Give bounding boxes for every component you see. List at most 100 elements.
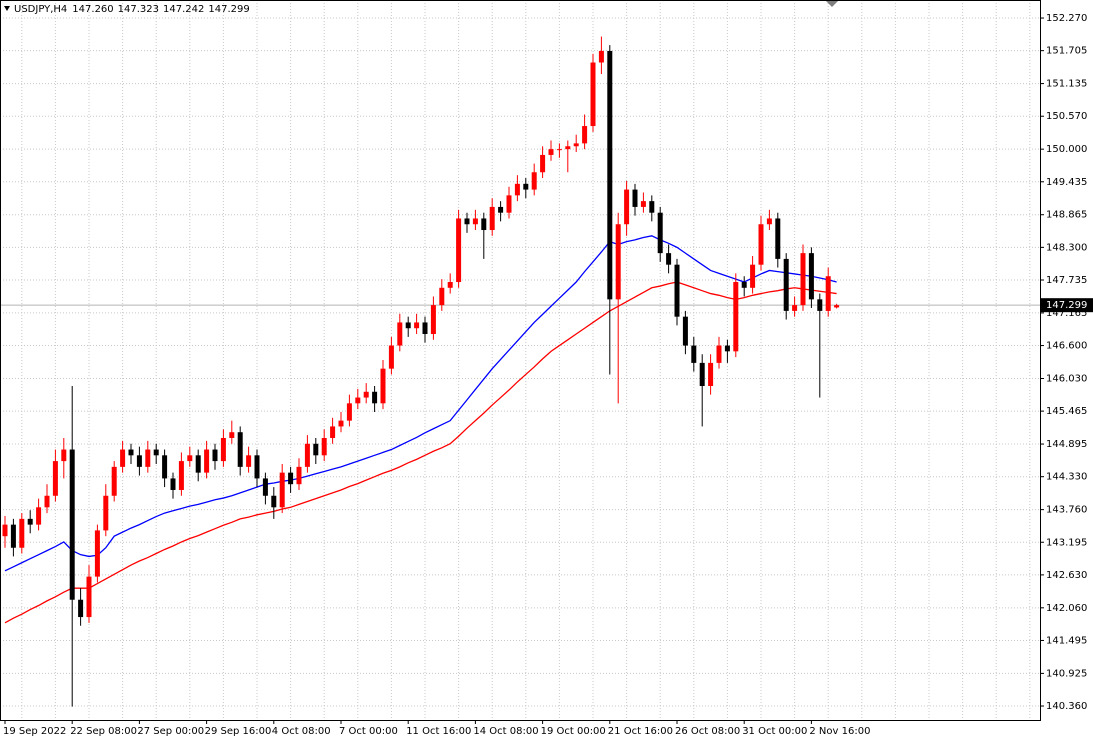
candle-body: [69, 449, 75, 600]
candle-body: [682, 316, 688, 346]
candle-body: [304, 443, 310, 467]
candle-body: [414, 322, 420, 329]
y-tick-label: 141.495: [1046, 635, 1087, 646]
candle-body: [36, 507, 42, 525]
candle-body: [111, 466, 117, 496]
candle-body: [800, 253, 806, 306]
x-tick-label: 7 Oct 00:00: [339, 726, 398, 737]
candle-body: [363, 391, 369, 398]
candle-body: [825, 276, 831, 311]
candle-body: [229, 432, 235, 438]
candle-body: [699, 362, 705, 386]
x-tick-label: 21 Oct 16:00: [608, 726, 673, 737]
candle-body: [195, 455, 201, 473]
candle-body: [380, 368, 386, 404]
x-tick-label: 2 Nov 16:00: [809, 726, 870, 737]
candle-body: [708, 362, 714, 386]
candle-body: [430, 305, 436, 335]
candle-body: [758, 224, 764, 265]
candle-body: [162, 455, 168, 479]
candles: [2, 36, 840, 707]
candle-body: [540, 154, 546, 173]
candle-body: [271, 495, 277, 508]
candle-body: [716, 345, 722, 363]
x-tick-label: 29 Sep 16:00: [205, 726, 272, 737]
candle-body: [27, 518, 33, 525]
y-tick-label: 148.300: [1046, 242, 1087, 253]
candle-body: [153, 449, 159, 456]
shift-marker[interactable]: [826, 1, 838, 7]
candle-body: [313, 443, 319, 456]
candle-body: [556, 149, 562, 151]
candle-body: [19, 518, 25, 548]
candle-body: [649, 201, 655, 213]
candle-body: [817, 299, 823, 311]
candle-body: [330, 426, 336, 438]
x-tick-label: 14 Oct 08:00: [473, 726, 538, 737]
y-tick-label: 152.270: [1046, 13, 1087, 24]
candle-body: [834, 305, 840, 308]
candle-body: [666, 253, 672, 265]
candle-body: [170, 478, 176, 490]
x-tick-label: 19 Oct 00:00: [541, 726, 606, 737]
y-tick-label: 140.360: [1046, 701, 1087, 712]
candle-body: [456, 218, 462, 283]
candle-body: [607, 50, 613, 300]
candle-body: [128, 449, 134, 456]
candle-body: [86, 576, 92, 618]
candle-body: [598, 50, 604, 63]
price-open: 147.260: [72, 4, 113, 15]
y-tick-label: 146.030: [1046, 373, 1087, 384]
candle-body: [498, 206, 504, 213]
candle-body: [10, 524, 16, 548]
candle-body: [615, 224, 621, 300]
chart-header: USDJPY,H4 147.260 147.323 147.242 147.299: [14, 4, 250, 15]
candle-body: [632, 189, 638, 207]
price-close: 147.299: [208, 4, 249, 15]
current-price-box: [1041, 298, 1093, 313]
y-tick-label: 144.895: [1046, 439, 1087, 450]
candle-body: [506, 195, 512, 213]
plot-border: [0, 0, 1041, 721]
candle-body: [44, 495, 50, 508]
candle-body: [405, 322, 411, 329]
candle-body: [262, 478, 268, 496]
candle-body: [582, 126, 588, 144]
candle-body: [204, 449, 210, 473]
candle-body: [346, 403, 352, 421]
candle-body: [212, 449, 218, 462]
candle-body: [338, 420, 344, 427]
candle-body: [372, 391, 378, 404]
candle-body: [321, 437, 327, 456]
moving-average: [4, 281, 837, 624]
x-tick-label: 19 Sep 2022: [3, 726, 66, 737]
candle-body: [531, 172, 537, 190]
candle-body: [136, 455, 142, 467]
candle-body: [464, 218, 470, 225]
x-tick-label: 11 Oct 16:00: [406, 726, 471, 737]
candle-body: [514, 183, 520, 196]
candle-body: [94, 530, 100, 577]
candle-body: [355, 397, 361, 404]
candle-body: [624, 189, 630, 225]
y-tick-label: 148.865: [1046, 210, 1087, 221]
symbol: USDJPY,H4: [14, 4, 67, 15]
candle-body: [523, 183, 529, 190]
moving-average: [4, 235, 837, 572]
candle-body: [640, 201, 646, 207]
candle-body: [447, 282, 453, 288]
candle-body: [288, 472, 294, 485]
candle-body: [103, 495, 109, 531]
y-tick-label: 144.330: [1046, 472, 1087, 483]
x-tick-label: 22 Sep 08:00: [70, 726, 137, 737]
candle-body: [472, 218, 478, 225]
candle-body: [279, 472, 285, 508]
x-tick-label: 26 Oct 08:00: [675, 726, 740, 737]
candle-body: [78, 599, 84, 618]
y-tick-label: 142.630: [1046, 570, 1087, 581]
price-low: 147.242: [163, 4, 204, 15]
candle-body: [145, 449, 151, 467]
candle-body: [246, 455, 252, 467]
candle-body: [178, 461, 184, 490]
menu-triangle[interactable]: [4, 6, 10, 11]
